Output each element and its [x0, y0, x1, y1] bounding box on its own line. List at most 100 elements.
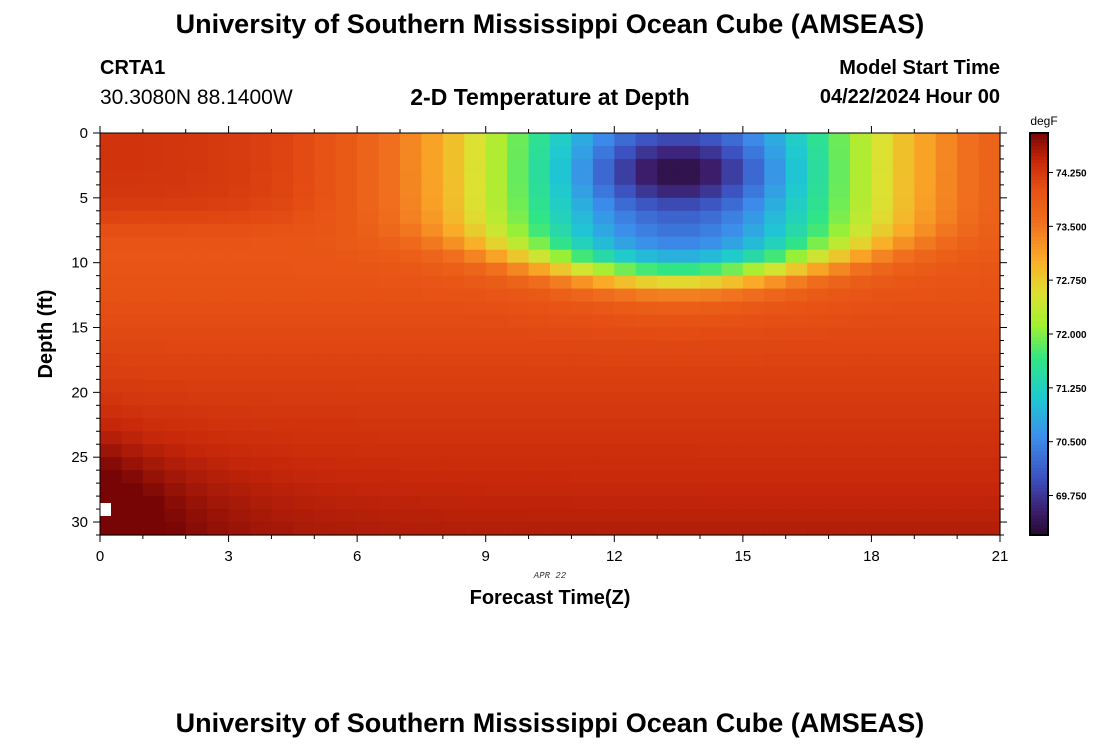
heatmap-cell — [871, 522, 894, 536]
heatmap-cell — [314, 457, 337, 471]
heatmap-cell — [678, 522, 701, 536]
heatmap-cell — [828, 249, 851, 264]
heatmap-cell — [742, 470, 765, 484]
heatmap-cell — [635, 184, 658, 199]
heatmap-cell — [400, 379, 423, 393]
heatmap-cell — [335, 366, 358, 380]
heatmap-cell — [742, 405, 765, 419]
heatmap-cell — [892, 262, 915, 277]
heatmap-cell — [400, 145, 423, 160]
heatmap-cell — [592, 444, 615, 458]
heatmap-cell — [678, 184, 701, 199]
heatmap-cell — [807, 223, 830, 238]
heatmap-cell — [207, 133, 230, 147]
heatmap-cell — [957, 509, 980, 523]
heatmap-cell — [400, 223, 423, 238]
heatmap-cell — [614, 405, 637, 419]
heatmap-cell — [207, 509, 230, 523]
heatmap-cell — [314, 158, 337, 173]
heatmap-cell — [764, 353, 787, 368]
heatmap-cell — [871, 327, 894, 342]
x-tick-labels: 0 3 6 9 12 15 18 21 — [96, 548, 1009, 565]
heatmap-cell — [592, 262, 615, 277]
heatmap-cell — [657, 184, 680, 199]
colorbar-segment — [1030, 340, 1048, 345]
colorbar-segment — [1030, 524, 1048, 529]
heatmap-cell — [828, 366, 851, 380]
colorbar-segment — [1030, 260, 1048, 265]
heatmap-cell — [828, 197, 851, 212]
heatmap-cell — [292, 133, 315, 147]
heatmap-cell — [121, 431, 144, 445]
heatmap-cell — [228, 223, 251, 238]
heatmap-cell — [850, 327, 873, 342]
heatmap-cell — [978, 366, 1001, 380]
colorbar-segment — [1030, 193, 1048, 198]
heatmap-cell — [592, 457, 615, 471]
heatmap-cell — [850, 340, 873, 355]
heatmap-cell — [742, 340, 765, 355]
heatmap-cell — [528, 418, 551, 432]
heatmap-cell — [314, 483, 337, 497]
heatmap-cell — [421, 223, 444, 238]
heatmap-cell — [592, 301, 615, 316]
colorbar-segment — [1030, 514, 1048, 519]
heatmap-cell — [807, 457, 830, 471]
heatmap-cell — [378, 431, 401, 445]
heatmap-cell — [935, 288, 958, 303]
heatmap-cell — [571, 288, 594, 303]
heatmap-cell — [271, 353, 294, 368]
heatmap-cell — [485, 483, 508, 497]
heatmap-cell — [378, 327, 401, 342]
heatmap-cell — [571, 327, 594, 342]
colorbar-segment — [1030, 397, 1048, 402]
heatmap-cell — [528, 145, 551, 160]
heatmap-cell — [400, 133, 423, 147]
heatmap-cell — [185, 158, 208, 173]
heatmap-cell — [657, 457, 680, 471]
x-tick-label: 9 — [482, 548, 490, 565]
heatmap-cell — [935, 301, 958, 316]
heatmap-cell — [571, 184, 594, 199]
heatmap-cell — [228, 327, 251, 342]
heatmap-cell — [550, 223, 573, 238]
heatmap-cell — [785, 379, 808, 393]
heatmap-cell — [828, 236, 851, 251]
heatmap-cell — [228, 444, 251, 458]
heatmap-cell — [871, 496, 894, 510]
heatmap-cell — [785, 340, 808, 355]
heatmap-cell — [850, 470, 873, 484]
heatmap-cell — [464, 444, 487, 458]
heatmap-cell — [100, 353, 123, 368]
heatmap-cell — [550, 366, 573, 380]
heatmap-cell — [228, 340, 251, 355]
colorbar-segment — [1030, 179, 1048, 184]
heatmap-cell — [700, 133, 723, 147]
heatmap-cell — [592, 379, 615, 393]
heatmap-cell — [228, 288, 251, 303]
heatmap-cell — [100, 301, 123, 316]
heatmap-cell — [528, 210, 551, 225]
heatmap-cell — [828, 262, 851, 277]
colorbar-segment — [1030, 380, 1048, 385]
heatmap-cell — [121, 496, 144, 510]
colorbar-segment — [1030, 427, 1048, 432]
heatmap-cell — [571, 171, 594, 186]
heatmap-cell — [614, 418, 637, 432]
heatmap-cell — [485, 405, 508, 419]
heatmap-cell — [507, 133, 530, 147]
heatmap-cell — [957, 444, 980, 458]
heatmap-cell — [271, 366, 294, 380]
colorbar-segment — [1030, 344, 1048, 348]
heatmap-cell — [464, 483, 487, 497]
heatmap-cell — [400, 184, 423, 199]
heatmap-cell — [314, 223, 337, 238]
heatmap-cell — [164, 457, 187, 471]
heatmap-cell — [378, 418, 401, 432]
heatmap-cell — [764, 236, 787, 251]
heatmap-cell — [357, 522, 380, 536]
heatmap-cell — [850, 184, 873, 199]
heatmap-cell — [335, 522, 358, 536]
heatmap-cell — [721, 522, 744, 536]
heatmap-cell — [978, 301, 1001, 316]
